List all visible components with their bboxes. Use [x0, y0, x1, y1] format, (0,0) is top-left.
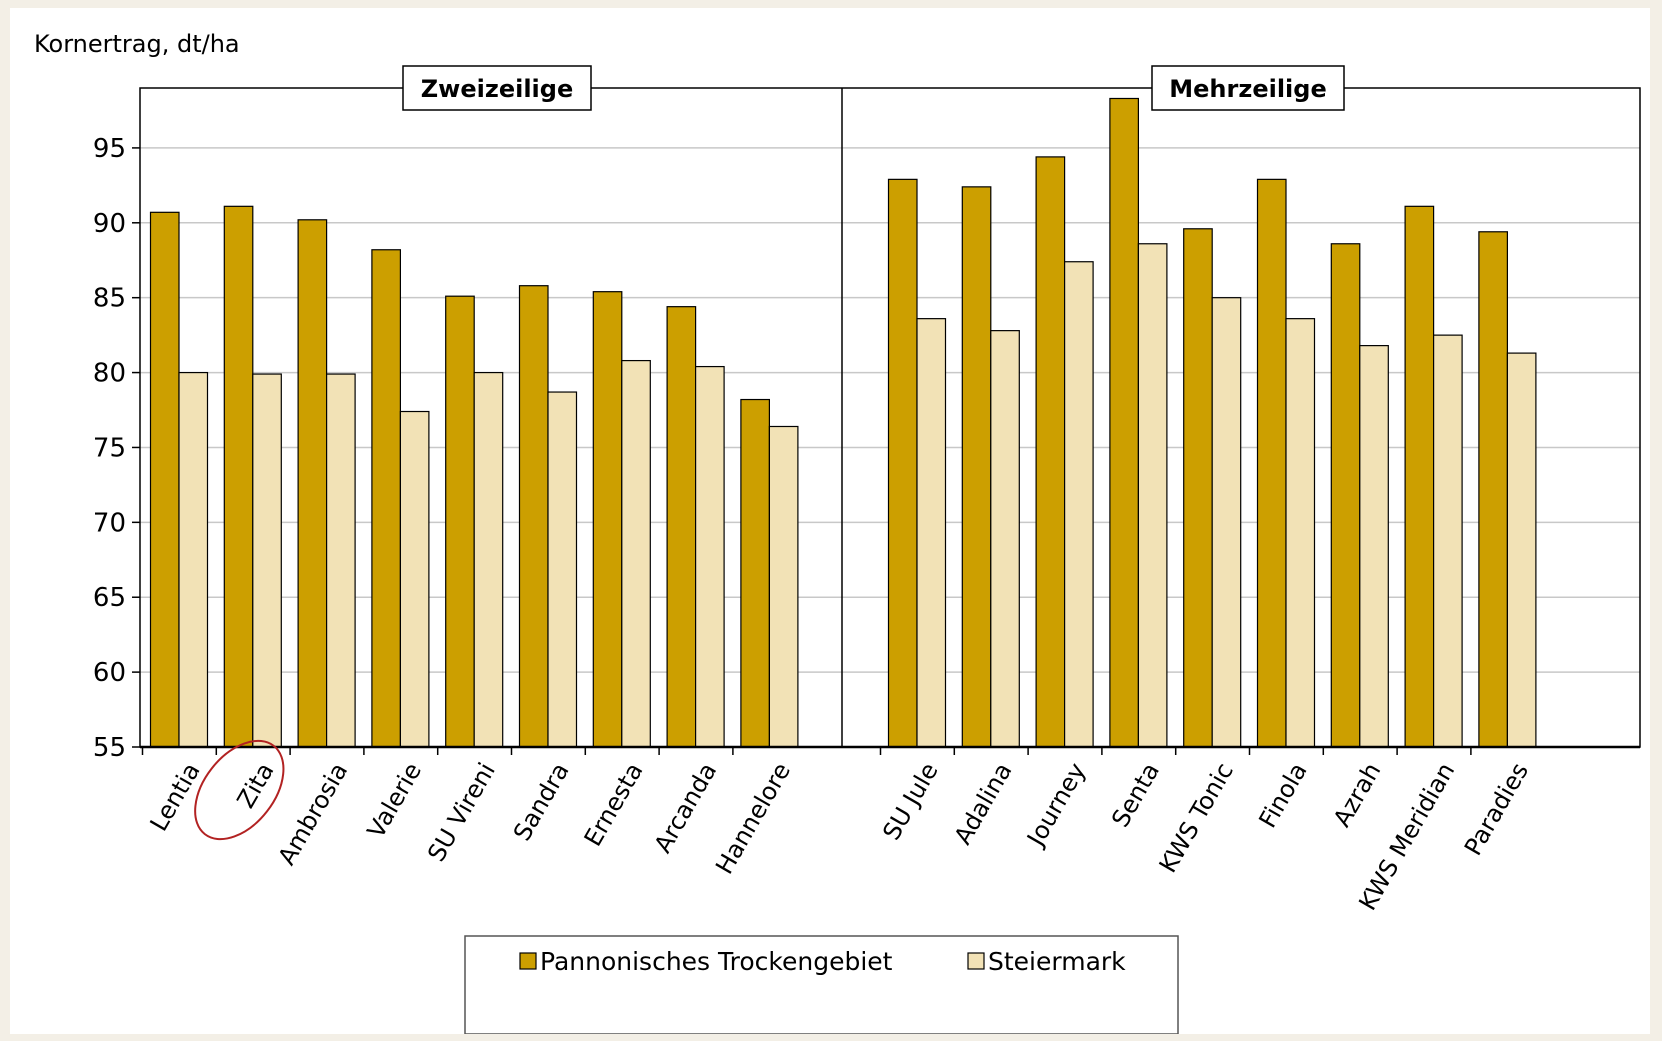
bar: [694, 365, 725, 748]
bar: [445, 295, 475, 748]
bar: [740, 398, 771, 748]
y-tick-label: 90: [93, 209, 126, 239]
bar: [371, 249, 401, 748]
legend: Pannonisches Trockengebiet Steiermark: [464, 935, 1179, 1034]
category-label: SU Jule: [877, 758, 943, 845]
y-tick-label: 80: [93, 359, 126, 389]
category-label: Finola: [1253, 758, 1312, 833]
bar: [1330, 243, 1361, 748]
bar: [1285, 318, 1316, 748]
category-label: Ernesta: [579, 758, 649, 851]
highlight-ring: [194, 739, 285, 841]
category-label: Journey: [1021, 758, 1092, 852]
legend-swatch: [519, 952, 537, 970]
bar: [297, 219, 328, 748]
y-tick-label: 65: [93, 583, 126, 613]
y-tick-label: 75: [93, 433, 126, 463]
bar: [547, 391, 578, 748]
chart-frame: 55 60 65 70 75 80 85 90 95 Lentia Zita Ambrosia Vale…: [10, 8, 1650, 1034]
group-title-box: [1151, 65, 1345, 111]
legend-label: Pannonisches Trockengebiet: [540, 947, 893, 976]
bar: [1035, 156, 1066, 748]
bar: [1137, 243, 1168, 748]
category-label: Ambrosia: [273, 758, 354, 870]
bar: [473, 371, 504, 748]
bar: [1211, 297, 1242, 748]
bar: [621, 359, 651, 748]
bar: [1432, 334, 1463, 748]
category-label: SU Vireni: [422, 758, 501, 866]
category-label: Hannelore: [710, 758, 796, 879]
bar: [592, 291, 623, 748]
group-title: Mehrzeilige: [1169, 75, 1326, 103]
category-label: Adalina: [949, 758, 1018, 849]
bar: [887, 178, 918, 748]
category-label: Paradies: [1459, 758, 1534, 860]
legend-box: [464, 935, 1179, 1034]
y-tick-label: 95: [93, 134, 126, 164]
bar: [961, 186, 992, 748]
bar: [1506, 352, 1537, 748]
bars: [149, 97, 1537, 748]
y-axis-label: Kornertrag, dt/ha: [34, 30, 240, 58]
group-title-box: [402, 65, 592, 111]
category-label: Valerie: [362, 758, 427, 843]
bar: [326, 373, 356, 748]
bar: [1359, 345, 1389, 748]
bar: [1478, 231, 1509, 748]
legend-label: Steiermark: [988, 947, 1126, 976]
bar: [1183, 228, 1213, 748]
bar: [1063, 261, 1094, 748]
bar: [399, 410, 430, 748]
bar: [149, 211, 180, 748]
category-label: Arcanda: [649, 758, 723, 858]
bar: [518, 285, 549, 748]
bar: [1256, 178, 1287, 748]
bar: [252, 373, 282, 748]
bar: [178, 371, 209, 748]
group-title: Zweizeilige: [421, 75, 573, 103]
bar: [768, 425, 799, 748]
bar: [1404, 205, 1435, 748]
category-label: Sandra: [508, 758, 575, 846]
bar: [223, 205, 254, 748]
category-label: Azrah: [1328, 758, 1387, 832]
y-tick-label: 85: [93, 284, 126, 314]
bar: [916, 318, 947, 748]
y-tick-label: 55: [93, 733, 126, 763]
bar: [990, 330, 1020, 748]
y-tick-label: 60: [93, 658, 126, 688]
legend-swatch: [967, 952, 985, 970]
bar: [1109, 97, 1140, 748]
category-label: Senta: [1106, 758, 1165, 832]
axes: [132, 87, 1641, 755]
y-tick-label: 70: [93, 508, 126, 538]
category-label: KWS Tonic: [1154, 758, 1239, 878]
bar: [666, 306, 697, 748]
